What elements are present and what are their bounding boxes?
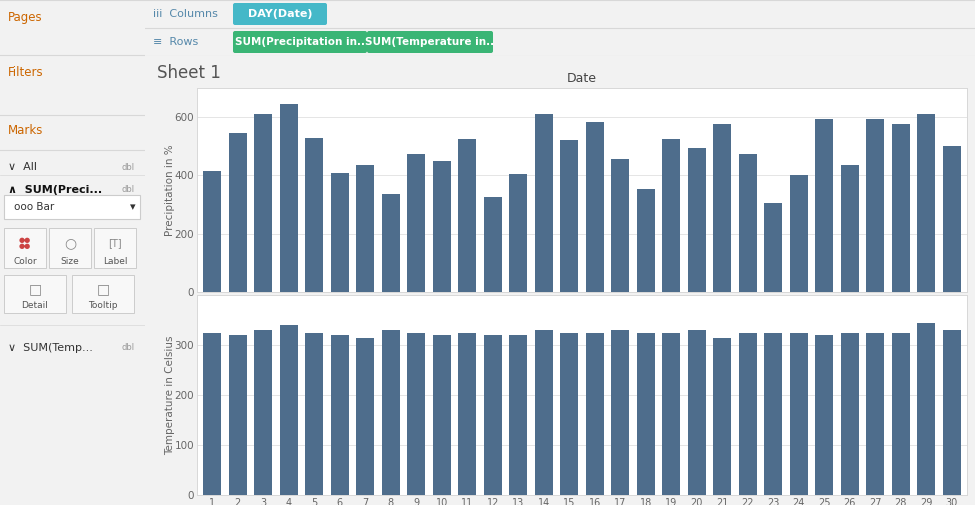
Bar <box>764 332 782 495</box>
Bar <box>714 337 731 495</box>
Bar <box>917 114 935 292</box>
Bar <box>840 165 859 292</box>
Bar <box>305 332 323 495</box>
Bar <box>458 139 476 292</box>
FancyBboxPatch shape <box>72 275 134 313</box>
Bar <box>739 154 757 292</box>
Bar <box>509 174 527 292</box>
Bar <box>662 332 681 495</box>
FancyBboxPatch shape <box>49 228 91 268</box>
Bar <box>509 335 527 495</box>
Bar <box>382 194 400 292</box>
Text: iii  Columns: iii Columns <box>153 9 217 19</box>
Bar <box>382 330 400 495</box>
Text: □: □ <box>97 282 109 296</box>
FancyBboxPatch shape <box>233 3 327 25</box>
Bar <box>408 332 425 495</box>
Bar <box>204 171 221 292</box>
Text: dbl: dbl <box>122 343 135 352</box>
Bar <box>917 323 935 495</box>
Bar <box>305 137 323 292</box>
Bar <box>790 175 807 292</box>
Bar <box>815 335 834 495</box>
Bar <box>408 154 425 292</box>
Bar <box>611 330 629 495</box>
Text: SUM(Precipitation in..: SUM(Precipitation in.. <box>235 37 365 47</box>
Text: ∨  SUM(Temp...: ∨ SUM(Temp... <box>8 343 93 353</box>
FancyBboxPatch shape <box>4 275 66 313</box>
Bar <box>331 335 349 495</box>
Text: Sheet 1: Sheet 1 <box>157 64 221 81</box>
Bar <box>254 114 272 292</box>
Bar <box>561 332 578 495</box>
Bar <box>840 332 859 495</box>
Bar <box>204 332 221 495</box>
Text: ●●
●●: ●● ●● <box>19 237 31 249</box>
Bar <box>561 140 578 292</box>
Bar <box>356 165 374 292</box>
Text: dbl: dbl <box>122 185 135 194</box>
Bar <box>739 332 757 495</box>
Bar <box>714 124 731 292</box>
Bar <box>433 161 450 292</box>
Y-axis label: Precipitation in %: Precipitation in % <box>166 144 175 236</box>
Bar <box>254 330 272 495</box>
Bar <box>637 332 654 495</box>
Bar <box>662 139 681 292</box>
Bar <box>280 104 297 292</box>
Bar <box>586 332 604 495</box>
Bar <box>815 119 834 292</box>
Bar <box>687 148 706 292</box>
Text: ∨  All: ∨ All <box>8 162 37 172</box>
Text: Pages: Pages <box>8 12 43 25</box>
Bar <box>790 332 807 495</box>
Bar <box>229 133 247 292</box>
Bar <box>484 335 502 495</box>
Text: ≡  Rows: ≡ Rows <box>153 37 198 47</box>
Bar <box>280 325 297 495</box>
Bar <box>892 332 910 495</box>
Bar <box>458 332 476 495</box>
Bar <box>943 146 960 292</box>
FancyBboxPatch shape <box>94 228 136 268</box>
Text: ooo Bar: ooo Bar <box>14 202 55 212</box>
Title: Date: Date <box>567 72 597 85</box>
Text: ∧  SUM(Preci...: ∧ SUM(Preci... <box>8 185 102 195</box>
Text: Filters: Filters <box>8 66 44 78</box>
Bar <box>229 335 247 495</box>
Text: dbl: dbl <box>122 163 135 172</box>
Bar <box>867 119 884 292</box>
Text: Size: Size <box>60 257 79 266</box>
Bar <box>892 124 910 292</box>
Bar <box>764 203 782 292</box>
Bar <box>867 332 884 495</box>
Text: ○: ○ <box>64 236 76 250</box>
Bar <box>687 330 706 495</box>
FancyBboxPatch shape <box>4 195 140 219</box>
Text: [T]: [T] <box>108 238 122 248</box>
Bar <box>611 160 629 292</box>
Y-axis label: Temperature in Celsius: Temperature in Celsius <box>166 335 175 454</box>
Text: Label: Label <box>102 257 128 266</box>
Text: DAY(Date): DAY(Date) <box>248 9 312 19</box>
Bar <box>637 188 654 292</box>
FancyBboxPatch shape <box>4 228 46 268</box>
Bar <box>535 114 553 292</box>
Text: SUM(Temperature in..: SUM(Temperature in.. <box>366 37 494 47</box>
Bar <box>943 330 960 495</box>
Text: Tooltip: Tooltip <box>89 301 118 311</box>
Bar <box>484 197 502 292</box>
FancyBboxPatch shape <box>233 31 367 53</box>
Text: ▾: ▾ <box>131 202 136 212</box>
FancyBboxPatch shape <box>367 31 493 53</box>
Text: Color: Color <box>14 257 37 266</box>
Bar <box>331 173 349 292</box>
Text: Marks: Marks <box>8 124 43 136</box>
Bar <box>433 335 450 495</box>
Text: □: □ <box>28 282 42 296</box>
Bar <box>535 330 553 495</box>
Text: Detail: Detail <box>21 301 49 311</box>
Bar <box>586 122 604 292</box>
Bar <box>356 337 374 495</box>
